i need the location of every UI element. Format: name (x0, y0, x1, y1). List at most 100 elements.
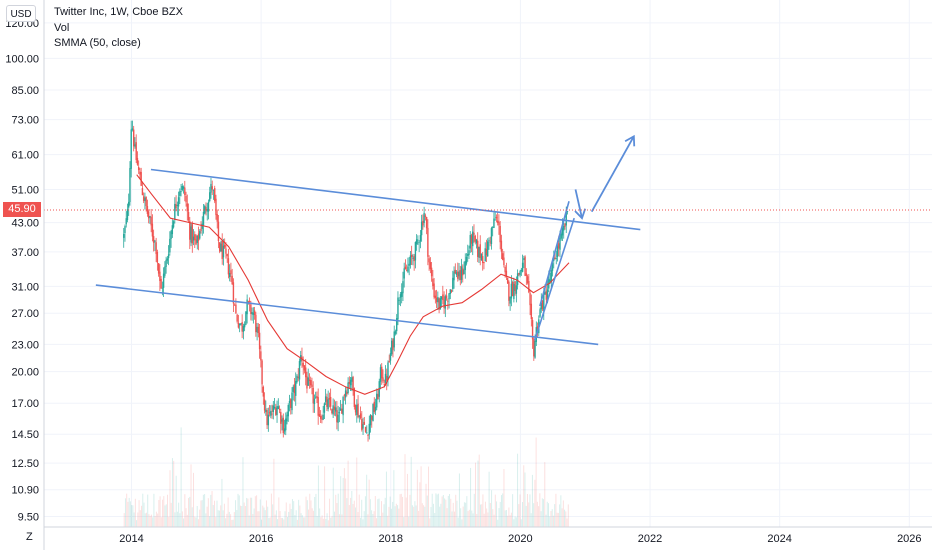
trendline-upper-channel (150, 168, 641, 231)
candle-body (240, 323, 242, 325)
volume-bar (171, 458, 173, 527)
candle-body (180, 191, 182, 192)
volume-bar (394, 506, 396, 527)
volume-bar (547, 503, 549, 527)
volume-bar (541, 498, 543, 527)
candle-body (420, 221, 423, 236)
volume-bar (342, 477, 344, 527)
candle-body (455, 272, 458, 275)
candle-body (381, 366, 383, 379)
volume-bar (204, 494, 206, 527)
volume-bar (327, 520, 329, 527)
volume-bar (368, 479, 370, 527)
volume-bar (554, 504, 556, 527)
volume-bar (304, 517, 306, 527)
legend-symbol[interactable]: Twitter Inc, 1W, Cboe BZX (54, 6, 183, 18)
volume-bar (503, 469, 505, 527)
volume-bar (141, 505, 143, 527)
time-tick-label: 2016 (249, 533, 273, 545)
volume-bar (238, 495, 240, 527)
candle-body (142, 196, 145, 201)
candle-body (270, 410, 272, 416)
volume-bar (237, 493, 239, 527)
candle-body (155, 242, 157, 255)
candle-body (422, 220, 424, 226)
currency-badge[interactable]: USD (6, 5, 36, 22)
volume-bar (410, 456, 412, 527)
volume-bar (376, 518, 378, 527)
candle-body (450, 290, 453, 292)
candle-body (324, 396, 327, 402)
candle-body (399, 294, 402, 298)
candle-body (280, 411, 282, 424)
volume-bar (195, 517, 197, 527)
volume-bar (500, 495, 502, 527)
volume-bar (487, 512, 489, 527)
legend-indicator[interactable]: SMMA (50, close) (54, 37, 141, 49)
candle-body (341, 408, 343, 414)
candle-body (339, 408, 342, 411)
volume-bar (545, 514, 547, 527)
volume-bar (383, 504, 385, 527)
volume-bar (419, 482, 421, 527)
volume-bar (416, 469, 418, 527)
legend-volume[interactable]: Vol (54, 21, 70, 34)
candle-body (258, 332, 261, 350)
volume-bar (331, 515, 333, 527)
candle-body (425, 217, 428, 229)
volume-bar (222, 510, 224, 527)
candle-body (479, 244, 481, 258)
candle-body (530, 303, 533, 320)
candle-body (207, 201, 210, 212)
volume-bar (555, 493, 557, 527)
volume-bar (319, 508, 321, 527)
candle-body (508, 281, 510, 301)
axis-scale-toggle[interactable]: Z (26, 531, 33, 543)
candle-body (172, 221, 175, 228)
volume-bar (309, 493, 311, 527)
volume-bar (456, 500, 458, 527)
candle-body (362, 424, 364, 429)
volume-bar (502, 493, 504, 527)
candle-body (256, 326, 258, 333)
volume-bar (378, 498, 380, 527)
volume-bar (513, 519, 515, 527)
candle-body (394, 331, 397, 334)
candle-body (334, 407, 337, 412)
candle-body (384, 373, 387, 383)
volume-bar (450, 498, 452, 527)
volume-bar (509, 515, 511, 527)
candle-body (156, 251, 159, 263)
volume-bar (364, 496, 366, 527)
volume-bar (439, 506, 441, 527)
candle-body (515, 285, 518, 294)
volume-bar (264, 510, 266, 527)
candle-body (319, 415, 322, 419)
volume-bar (478, 454, 480, 527)
trendlines (95, 168, 641, 346)
volume-bar (152, 517, 154, 527)
volume-bar (210, 494, 212, 527)
candle-body (204, 206, 206, 214)
candle-body (349, 379, 352, 386)
volume-bar (488, 471, 490, 527)
volume-bar (248, 515, 250, 527)
volume-bar (294, 515, 296, 527)
volume-bar (534, 479, 536, 527)
price-axis[interactable]: 120.00100.0085.0073.0061.0051.0043.0037.… (5, 18, 39, 524)
volume-bar (316, 515, 318, 527)
candle-body (248, 300, 251, 302)
volume-bar (155, 511, 157, 527)
candle-body (490, 228, 493, 244)
time-axis[interactable]: 2014 2016 2018 2020 2022 2024 2026 (119, 533, 921, 545)
candle-body (265, 409, 267, 413)
candle-body (546, 289, 549, 302)
volume-bar (214, 500, 216, 527)
volume-bar (384, 497, 386, 527)
volume-bar (538, 506, 540, 527)
volume-bar (510, 512, 512, 527)
volume-bar (405, 497, 407, 527)
candle-body (388, 361, 390, 363)
volume-bar (252, 514, 254, 527)
